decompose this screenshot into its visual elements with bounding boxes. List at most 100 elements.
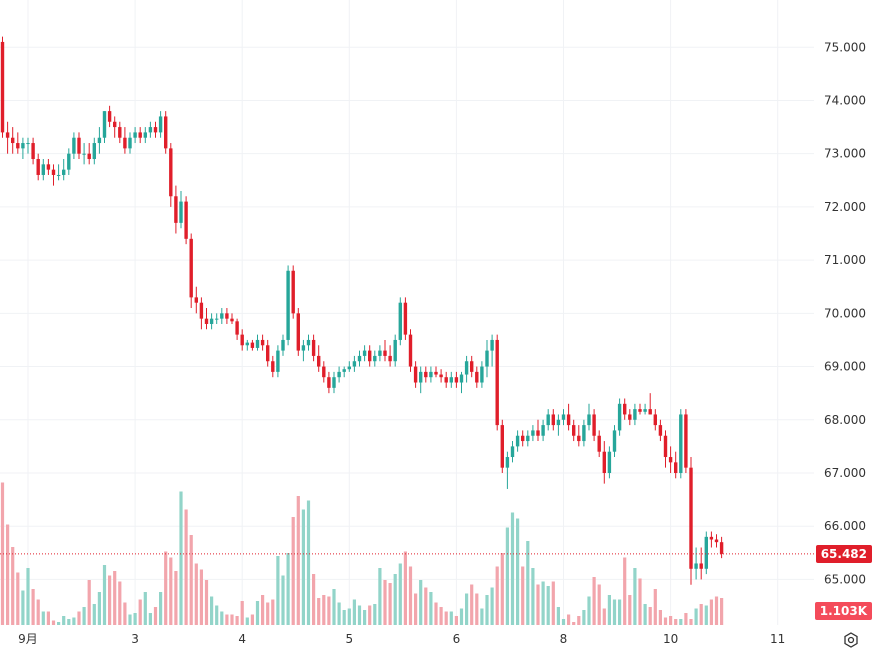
candle-body	[357, 355, 362, 362]
candle	[113, 116, 117, 138]
volume-bar	[510, 512, 515, 625]
candle-body	[368, 350, 372, 362]
last-price-label: 65.482	[815, 544, 872, 563]
volume-bar	[398, 563, 402, 625]
candle-body	[464, 361, 469, 375]
candle	[714, 534, 719, 548]
candle	[26, 137, 30, 154]
volume-bar	[536, 584, 540, 625]
candle-body	[123, 137, 127, 149]
candle	[357, 350, 362, 367]
volume-bar	[276, 556, 280, 625]
candle	[143, 127, 147, 144]
volume-bar	[663, 617, 668, 625]
candle	[148, 121, 153, 138]
candle-body	[169, 148, 173, 197]
x-tick-label: 3	[131, 632, 139, 646]
candle-body	[592, 414, 596, 436]
candle-body	[413, 366, 418, 383]
candle-body	[459, 374, 464, 383]
candle-body	[113, 121, 117, 128]
volume-bar	[51, 620, 56, 625]
candle	[541, 419, 545, 442]
candle	[255, 334, 260, 351]
y-tick-label: 75.000	[824, 40, 866, 54]
volume-bar	[97, 592, 101, 625]
candle-body	[398, 302, 402, 340]
candle	[490, 334, 494, 367]
volume-bar	[87, 580, 91, 625]
candle	[643, 403, 647, 415]
volume-bar	[475, 593, 479, 625]
volume-bar	[342, 610, 346, 625]
candle	[475, 366, 479, 388]
volume-bar	[709, 599, 713, 625]
volume-bar	[429, 592, 433, 625]
volume-bar	[21, 590, 25, 625]
volume-bar	[597, 584, 601, 625]
candle	[684, 409, 688, 473]
candle-body	[500, 425, 504, 468]
volume-bar	[582, 610, 586, 625]
volume-bar	[561, 619, 566, 625]
volume-bar	[210, 596, 214, 625]
candle-body	[633, 409, 637, 420]
candle	[587, 403, 591, 431]
candle-body	[439, 374, 443, 378]
volume-bar	[72, 617, 76, 625]
candle	[164, 111, 168, 154]
candle-body	[643, 409, 647, 412]
volume-bar	[531, 568, 535, 625]
candle	[561, 409, 566, 426]
candle-body	[556, 419, 561, 426]
volume-bar	[337, 602, 341, 625]
candle	[408, 329, 413, 372]
candle	[204, 308, 209, 330]
candle	[444, 371, 448, 388]
candle	[342, 366, 346, 378]
candle	[235, 318, 239, 340]
candle	[663, 430, 668, 468]
volume-bar	[388, 583, 392, 625]
candle-body	[515, 435, 520, 447]
candle-body	[102, 111, 107, 138]
volume-bar	[296, 496, 300, 625]
volume-bar	[424, 587, 428, 625]
volume-bar	[618, 599, 622, 625]
volume-bar	[638, 578, 642, 625]
candle	[322, 361, 326, 383]
candle-body	[674, 462, 678, 473]
candle	[123, 127, 127, 154]
candle	[429, 366, 433, 383]
chart-settings-button[interactable]	[842, 631, 860, 649]
candle	[291, 265, 295, 319]
volume-bar	[485, 595, 489, 625]
candle-body	[444, 377, 448, 383]
candle	[617, 398, 622, 436]
candle	[77, 132, 81, 160]
candle	[266, 339, 270, 367]
candle-body	[260, 339, 265, 346]
candle-body	[240, 334, 244, 346]
volume-bar	[658, 610, 662, 625]
candle-body	[373, 355, 377, 362]
volume-bar	[694, 608, 698, 625]
candle-body	[424, 371, 428, 378]
volume-bar	[281, 575, 285, 625]
candle	[215, 313, 219, 324]
candle	[470, 355, 474, 378]
candle-body	[337, 371, 341, 378]
candle	[189, 233, 193, 309]
candle-body	[77, 137, 81, 154]
volume-bar	[306, 500, 311, 625]
candle-body	[587, 414, 591, 426]
candle	[679, 409, 683, 479]
candle	[347, 361, 351, 372]
candle	[174, 185, 178, 234]
candle	[16, 132, 20, 154]
candle-body	[148, 127, 153, 133]
candle-body	[301, 345, 306, 351]
candle-body	[311, 339, 316, 356]
